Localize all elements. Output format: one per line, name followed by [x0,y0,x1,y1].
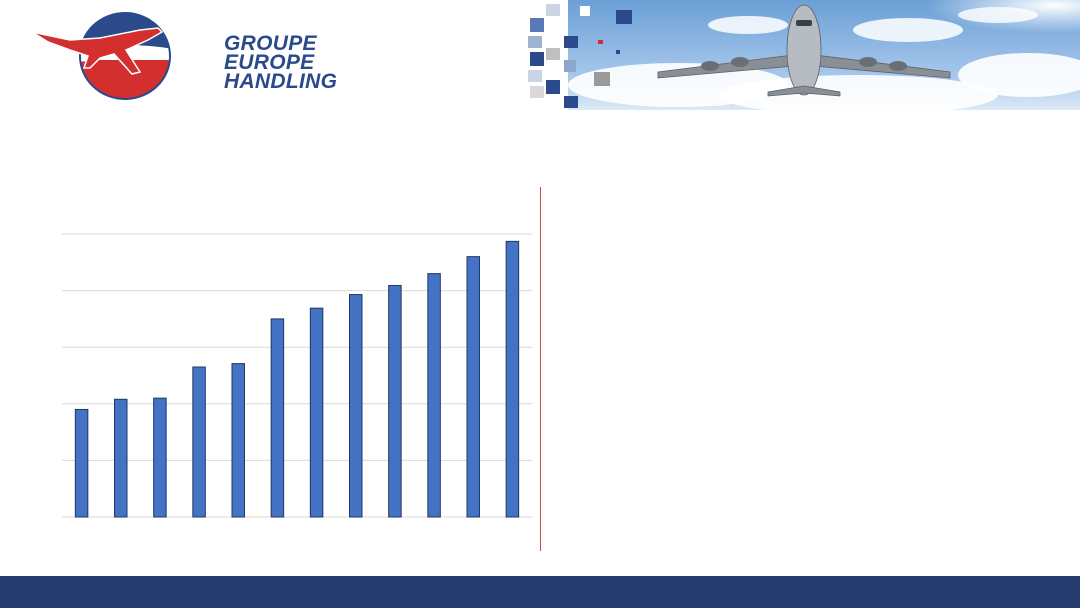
bar-1 [74,408,89,518]
bar-6 [270,318,285,518]
bar-2 [114,398,128,518]
bar-9 [388,285,402,518]
brand-line-3: HANDLING [224,70,338,93]
footer-bar [0,576,1080,608]
bar-11 [466,256,480,518]
brand-line-2: EUROPE [224,51,315,74]
brand-line-1: GROUPE [224,32,317,55]
bar-chart [40,200,540,540]
airplane-globe-icon [31,12,171,100]
bar-10 [427,273,441,518]
brand-wordmark: GROUPE EUROPE HANDLING [224,32,338,93]
bar-4 [192,366,206,518]
bar-12 [505,240,520,518]
bar-5 [231,363,245,518]
bar-7 [309,307,324,518]
vertical-divider [540,187,541,551]
airplane-banner-image [528,0,1080,110]
bar-8 [349,294,363,518]
bar-3 [153,397,167,518]
bar-chart-plot [62,233,532,518]
company-logo: GROUPE EUROPE HANDLING [30,10,350,102]
